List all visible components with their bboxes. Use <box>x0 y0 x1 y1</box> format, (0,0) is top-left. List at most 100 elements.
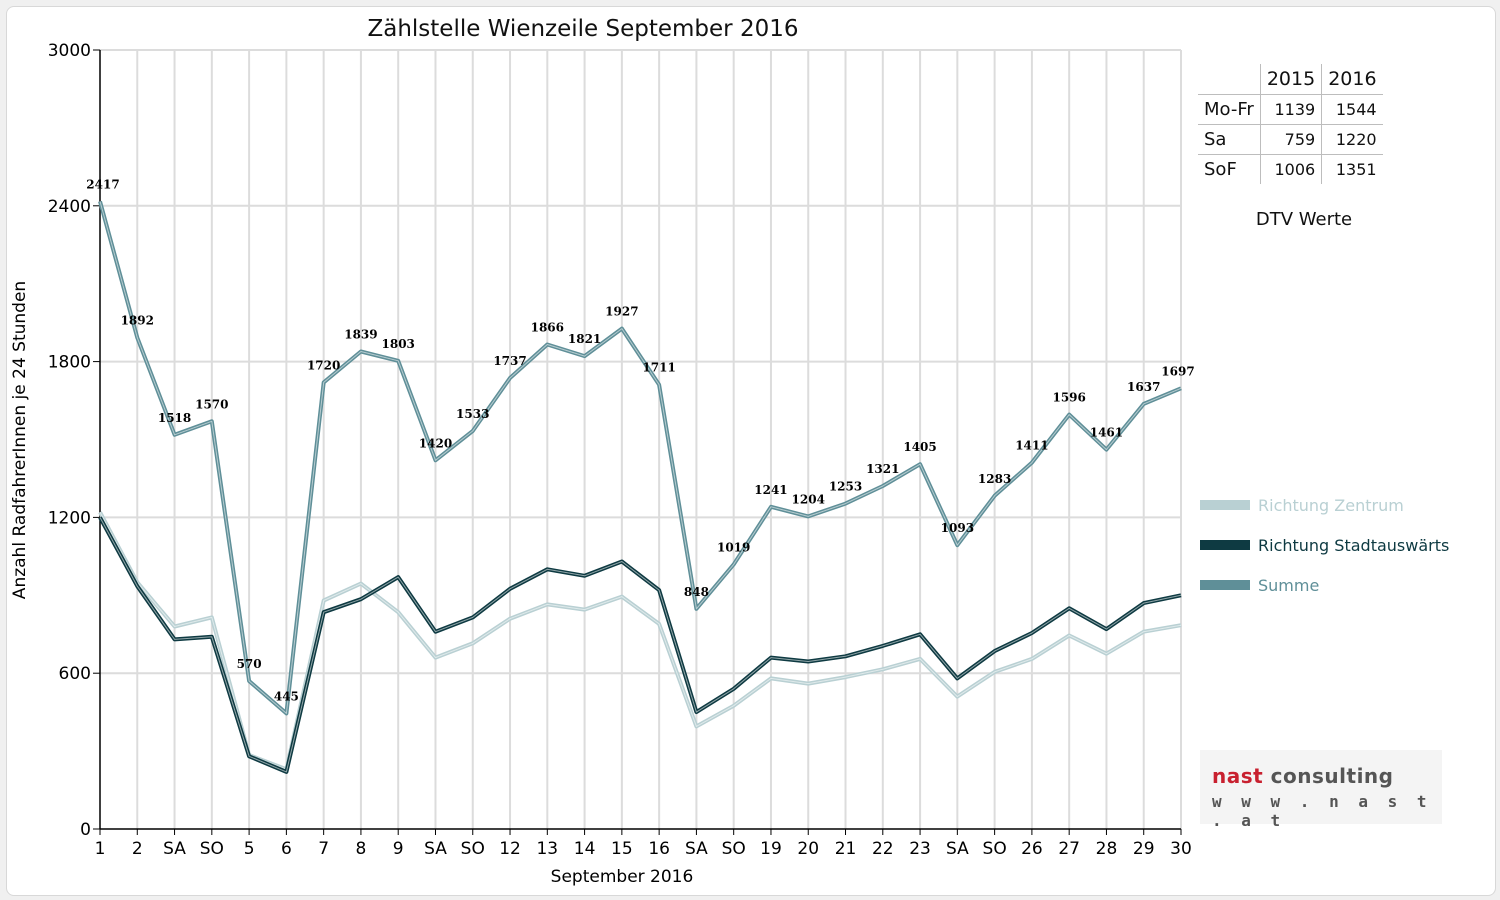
data-label: 1461 <box>1090 426 1123 440</box>
data-label: 2417 <box>86 177 119 191</box>
x-tick-label: 6 <box>281 839 292 859</box>
dtv-year-2015: 2015 <box>1259 64 1322 95</box>
data-label: 1405 <box>903 440 936 454</box>
x-tick-label: 9 <box>393 839 404 859</box>
x-tick-label: 12 <box>499 839 521 859</box>
dtv-cell: 1006 <box>1259 154 1322 184</box>
x-tick-label: 30 <box>1170 839 1192 859</box>
dtv-caption: DTV Werte <box>1255 209 1353 230</box>
legend-swatch <box>1200 540 1250 550</box>
x-tick-label: 5 <box>244 839 255 859</box>
data-label: 1866 <box>531 320 564 334</box>
data-labels: 2417 1892 1518 1570 570 445 1720 1839 1803 1420 15… <box>86 177 1194 703</box>
logo-word-consulting: consulting <box>1270 764 1394 788</box>
legend-swatch <box>1200 500 1250 510</box>
x-tick-label: 13 <box>536 839 558 859</box>
y-tick-label: 3000 <box>48 41 91 61</box>
data-label: 445 <box>274 689 299 703</box>
x-tick-label: SO <box>983 839 1007 859</box>
x-tick-label: 27 <box>1058 839 1080 859</box>
y-tick-label: 0 <box>80 820 91 840</box>
legend: Richtung Zentrum Richtung Stadtauswärts Su… <box>1200 496 1449 595</box>
dtv-cell: 1351 <box>1321 154 1383 184</box>
data-label: 1533 <box>456 407 489 421</box>
dtv-table: 2015 2016 Mo-Fr 1139 1544 Sa 759 1220 So… <box>1198 64 1383 184</box>
y-tick-label: 600 <box>59 664 91 684</box>
data-label: 1839 <box>344 327 377 341</box>
y-tick-label: 2400 <box>48 197 91 217</box>
data-label: 1204 <box>792 492 825 506</box>
x-tick-label: 15 <box>611 839 633 859</box>
data-label: 1241 <box>754 483 787 497</box>
dtv-cell: 1544 <box>1321 94 1383 125</box>
grid-lines <box>100 49 1182 829</box>
data-label: 1019 <box>717 540 750 554</box>
x-tick-label: SO <box>200 839 224 859</box>
series-layer <box>98 200 1182 774</box>
series-line-highlight <box>99 517 1182 773</box>
dtv-row-sa: Sa 759 1220 <box>1198 124 1383 155</box>
x-axis-title: September 2016 <box>551 867 694 887</box>
x-tick-label: 29 <box>1133 839 1155 859</box>
logo-word-nast: nast <box>1212 764 1264 788</box>
logo-url: w w w . n a s t . a t <box>1212 792 1432 830</box>
dtv-cell: 1220 <box>1321 124 1383 155</box>
data-label: 1720 <box>307 358 340 372</box>
logo-wordmark: nast consulting <box>1212 764 1393 788</box>
legend-entry: Summe <box>1200 576 1319 595</box>
dtv-year-2016: 2016 <box>1321 64 1383 95</box>
x-tick-label: SO <box>461 839 485 859</box>
legend-label: Richtung Stadtauswärts <box>1258 536 1449 555</box>
dtv-row-label: Mo-Fr <box>1198 94 1261 125</box>
data-label: 1927 <box>605 305 638 319</box>
data-label: 1283 <box>978 472 1011 486</box>
nast-consulting-logo: nast consulting w w w . n a s t . a t <box>1200 750 1442 830</box>
x-tick-label: 1 <box>95 839 106 859</box>
data-label: 1637 <box>1127 380 1160 394</box>
legend-label: Richtung Zentrum <box>1258 496 1404 515</box>
data-label: 1711 <box>642 361 675 375</box>
x-tick-label: 7 <box>318 839 329 859</box>
data-label: 1253 <box>829 480 862 494</box>
chart-title: Zählstelle Wienzeile September 2016 <box>367 16 798 42</box>
data-label: 1596 <box>1052 391 1085 405</box>
legend-entry: Richtung Zentrum <box>1200 496 1404 515</box>
dtv-row-label: SoF <box>1198 154 1261 184</box>
x-tick-label: 19 <box>760 839 782 859</box>
x-tick-label: 23 <box>909 839 931 859</box>
x-tick-label: 2 <box>132 839 143 859</box>
data-label: 848 <box>684 585 709 599</box>
series-2 <box>98 200 1182 716</box>
series-line <box>98 200 1182 716</box>
y-axis-title: Anzahl RadfahrerInnen je 24 Stunden <box>10 281 30 599</box>
series-1 <box>98 516 1182 774</box>
dtv-row-label: Sa <box>1198 124 1261 155</box>
x-tick-label: 14 <box>574 839 596 859</box>
x-tick-label: SA <box>163 839 186 859</box>
y-tick-label: 1800 <box>48 353 91 373</box>
data-label: 1803 <box>382 337 415 351</box>
series-0 <box>98 511 1182 772</box>
x-tick-label: 20 <box>797 839 819 859</box>
series-line-highlight <box>99 201 1182 714</box>
data-label: 1321 <box>866 462 899 476</box>
data-label: 1518 <box>158 411 191 425</box>
x-tick-label: 16 <box>648 839 670 859</box>
data-label: 1737 <box>493 354 526 368</box>
legend-label: Summe <box>1258 576 1319 595</box>
legend-entry: Richtung Stadtauswärts <box>1200 536 1449 555</box>
x-tick-label: 21 <box>835 839 857 859</box>
x-tick-label: SO <box>722 839 746 859</box>
dtv-row-mofr: Mo-Fr 1139 1544 <box>1198 94 1383 125</box>
dtv-corner <box>1198 64 1260 95</box>
x-tick-label: 22 <box>872 839 894 859</box>
x-tick-label: SA <box>685 839 708 859</box>
x-tick-label: 28 <box>1096 839 1118 859</box>
data-label: 1570 <box>195 397 228 411</box>
dtv-row-sof: SoF 1006 1351 <box>1198 154 1383 184</box>
x-tick-label: 8 <box>356 839 367 859</box>
legend-swatch <box>1200 580 1250 590</box>
series-line-highlight <box>99 511 1182 770</box>
